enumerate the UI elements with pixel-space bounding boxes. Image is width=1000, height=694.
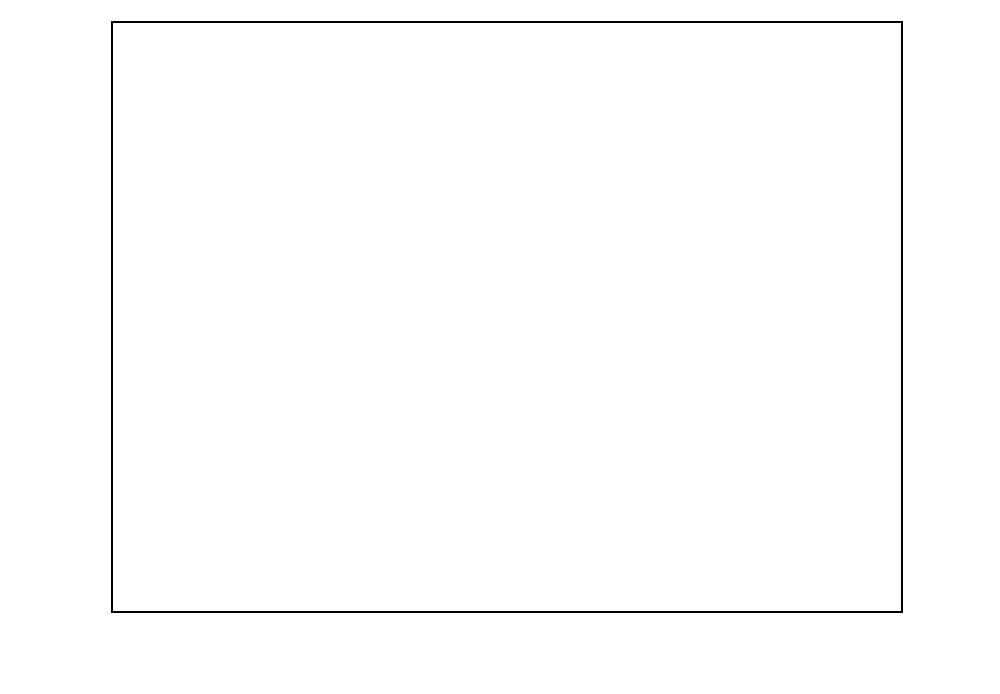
spectra-chart <box>0 0 1000 694</box>
main-plot-frame <box>112 22 902 612</box>
